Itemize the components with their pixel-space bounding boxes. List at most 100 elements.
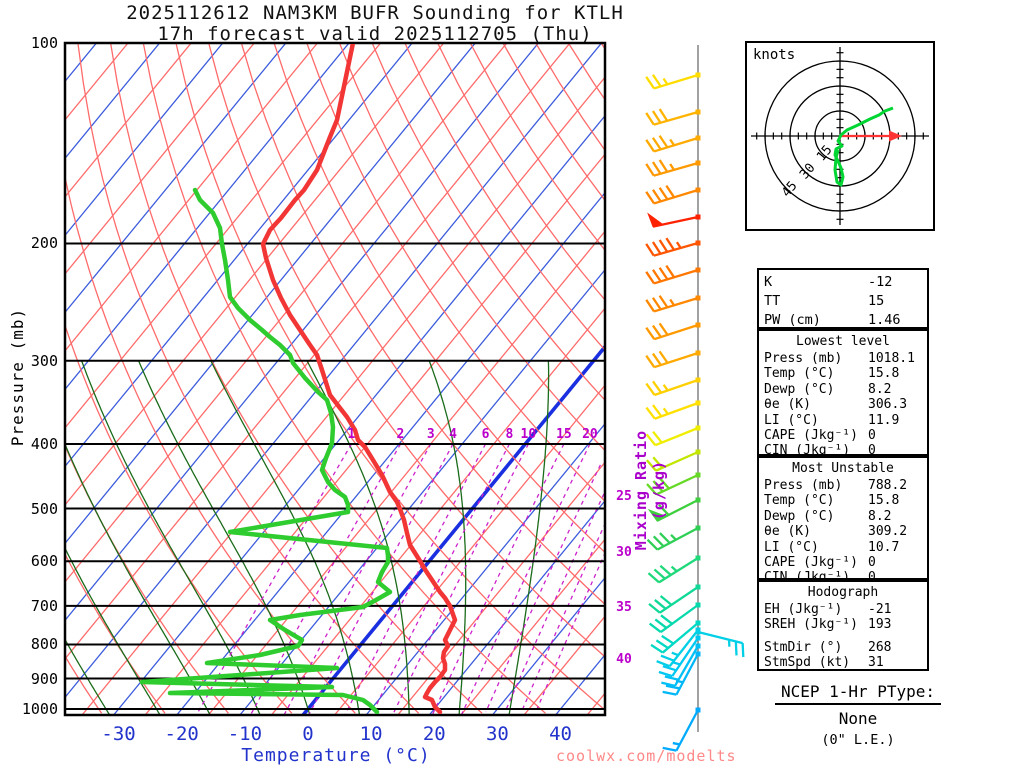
stat-row: PW (cm) 1.46 xyxy=(764,311,922,330)
stat-label: Dewp (°C) xyxy=(764,381,835,397)
stat-label: PW (cm) xyxy=(764,312,821,328)
stat-row: TT 15 xyxy=(764,292,922,311)
wind-barb xyxy=(645,265,701,285)
stat-row: θe (K) 309.2 xyxy=(764,524,922,539)
stat-value: 0 xyxy=(868,570,876,586)
stat-label: Temp (°C) xyxy=(764,366,835,382)
mixing-ratio-label-15: 15 xyxy=(556,427,572,442)
stat-label: CAPE (Jkg⁻¹) xyxy=(764,428,858,444)
mixing-ratio-label-30: 30 xyxy=(616,545,632,560)
pressure-tick-200: 200 xyxy=(30,234,58,253)
pressure-tick-700: 700 xyxy=(30,596,58,615)
ptype-value: None xyxy=(838,709,878,728)
chart-title-line2: 17h forecast valid 2025112705 (Thu) xyxy=(157,23,593,45)
stat-label: K xyxy=(764,274,773,290)
stat-value: 306.3 xyxy=(868,397,908,413)
pressure-tick-300: 300 xyxy=(30,351,58,370)
mixing-ratio-label-10: 10 xyxy=(520,427,537,442)
wind-barb xyxy=(645,322,701,341)
pressure-tick-800: 800 xyxy=(30,635,58,654)
mixing-ratio-label-1: 1 xyxy=(347,427,356,442)
wind-barb xyxy=(662,651,701,696)
stat-value: 8.2 xyxy=(868,508,892,524)
wind-barb xyxy=(658,635,701,678)
pressure-tick-600: 600 xyxy=(30,552,58,571)
wind-barb xyxy=(647,212,701,228)
wind-barb xyxy=(647,497,701,522)
stat-row: Press (mb) 1018.1 xyxy=(764,351,922,366)
wind-barb xyxy=(645,237,701,257)
pressure-tick-100: 100 xyxy=(30,34,58,52)
stat-row: LI (°C) 11.9 xyxy=(764,413,922,428)
stat-row: K -12 xyxy=(764,273,922,292)
indices-table: K -12 TT 15 PW (cm) 1.46 xyxy=(757,268,929,329)
wind-barb xyxy=(650,620,701,654)
ptype-block: NCEP 1-Hr PType: None (0" L.E.) xyxy=(742,682,974,748)
stat-value: 0 xyxy=(868,428,876,444)
stat-value: 0 xyxy=(868,443,876,459)
dewpoint-trace xyxy=(139,187,393,714)
pressure-axis-caption: Pressure (mb) xyxy=(8,307,27,447)
pressure-tick-400: 400 xyxy=(30,434,58,453)
watermark: coolwx.com/modelts xyxy=(556,747,737,765)
stat-label: LI (°C) xyxy=(764,539,819,555)
stat-value: 193 xyxy=(868,617,892,633)
stat-value: 1.46 xyxy=(868,312,901,328)
wind-barb xyxy=(645,135,701,153)
stat-value: 309.2 xyxy=(868,524,908,540)
mixing-ratio-label-3: 3 xyxy=(426,427,435,442)
stat-value: -12 xyxy=(868,274,893,290)
pressure-tick-1000: 1000 xyxy=(21,700,58,718)
plot-frame xyxy=(63,41,607,717)
stat-label: θe (K) xyxy=(764,524,811,540)
hodograph-stats-title: Hodograph xyxy=(807,585,879,600)
wind-barb xyxy=(646,525,701,551)
stat-row: LI (°C) 10.7 xyxy=(764,540,922,555)
wind-barb xyxy=(645,377,701,397)
temperature-tick-20: 20 xyxy=(422,723,446,745)
mixing-ratio-label-40: 40 xyxy=(616,652,632,667)
stat-label: Press (mb) xyxy=(764,351,843,366)
stat-value: 1018.1 xyxy=(868,351,915,366)
stat-row: CIN (Jkg⁻¹) 0 xyxy=(764,443,922,458)
hodograph-units-label: knots xyxy=(753,47,796,63)
wind-barb xyxy=(661,643,701,687)
wind-barb xyxy=(645,400,701,420)
temperature-tick--10: -10 xyxy=(227,723,263,745)
wind-barb xyxy=(645,108,701,126)
mixing-ratio-label-4: 4 xyxy=(449,427,457,442)
wind-barb xyxy=(645,295,701,313)
most-unstable-table: Most Unstable Press (mb) 788.2 Temp (°C) 15… xyxy=(757,456,929,585)
stat-label: SREH (Jkg⁻¹) xyxy=(764,617,858,633)
mixing-ratio-label-20: 20 xyxy=(582,427,598,442)
mixing-ratio-label-2: 2 xyxy=(396,427,405,442)
stat-label: Dewp (°C) xyxy=(764,508,835,524)
mixing-ratio-label-35: 35 xyxy=(616,600,632,615)
wind-barb xyxy=(645,72,701,90)
wind-barb xyxy=(645,185,701,205)
temperature-tick-0: 0 xyxy=(302,723,314,745)
stat-label: TT xyxy=(764,293,781,309)
stat-row: Dewp (°C) 8.2 xyxy=(764,382,922,397)
stat-row: CAPE (Jkg⁻¹) 0 xyxy=(764,555,922,570)
stat-label: θe (K) xyxy=(764,397,811,413)
wind-barb xyxy=(645,159,701,177)
wind-barb xyxy=(645,449,701,472)
hodograph-stats-table: Hodograph EH (Jkg⁻¹) -21 SREH (Jkg⁻¹) 193 St… xyxy=(757,580,929,671)
mixing-ratio-axis-caption: Mixing Ratio (g/kg) xyxy=(632,429,668,551)
pressure-tick-500: 500 xyxy=(30,499,58,518)
stat-row: Press (mb) 788.2 xyxy=(764,478,922,493)
wind-barb xyxy=(695,629,745,658)
wind-barb xyxy=(646,472,701,496)
pressure-tick-900: 900 xyxy=(30,669,58,688)
stat-label: StmDir (°) xyxy=(764,639,843,655)
dry-adiabat-lines xyxy=(66,44,604,714)
stat-row: Temp (°C) 15.8 xyxy=(764,493,922,508)
stat-value: 31 xyxy=(868,655,884,671)
wind-barb xyxy=(645,350,701,369)
chart-title-line1: 2025112612 NAM3KM BUFR Sounding for KTLH xyxy=(126,2,624,24)
wind-barb xyxy=(648,584,701,614)
stat-value: 8.2 xyxy=(868,381,892,397)
lowest-level-title: Lowest level xyxy=(796,334,890,349)
